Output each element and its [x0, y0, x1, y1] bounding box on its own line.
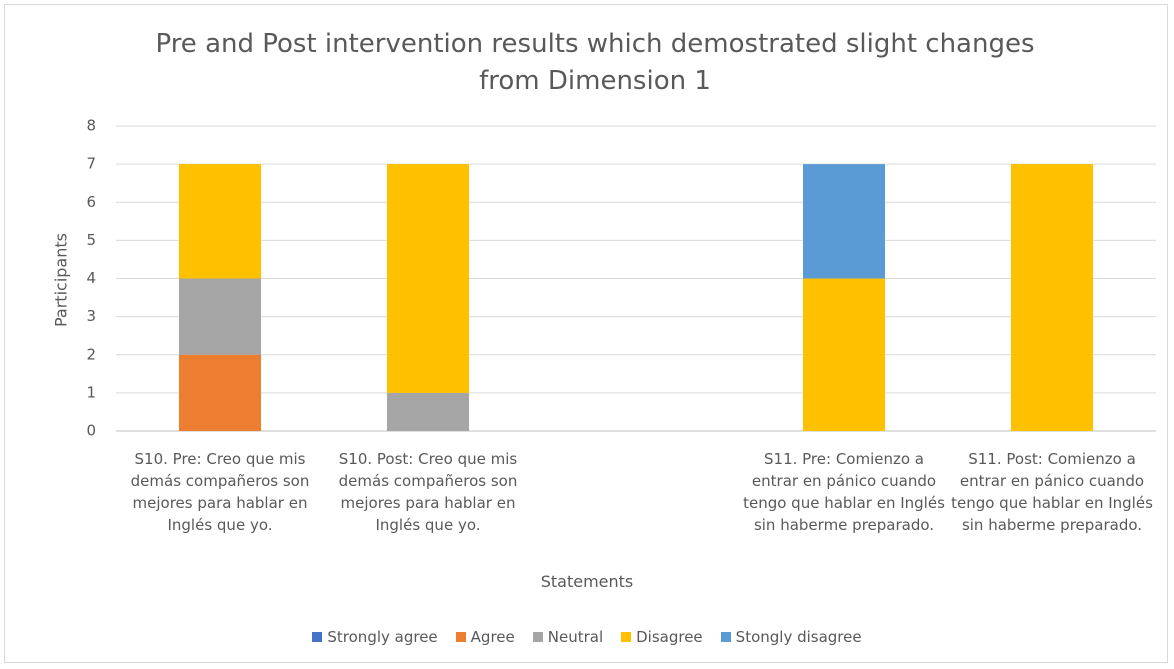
bar-segment: [803, 164, 885, 279]
y-tick-label: 8: [86, 117, 96, 135]
legend-item: Stongly disagree: [720, 628, 862, 646]
legend-label: Neutral: [547, 628, 604, 646]
y-tick-label: 5: [86, 231, 96, 249]
bar-segment: [179, 164, 261, 279]
x-tick-label: S10. Pre: Creo que mis demás compañeros …: [130, 450, 310, 534]
y-tick-label: 0: [86, 422, 96, 440]
legend-item: Neutral: [532, 628, 604, 646]
legend-swatch: [532, 632, 543, 642]
chart-title: Pre and Post intervention results which …: [155, 29, 1035, 96]
legend-label: Stongly disagree: [735, 628, 862, 646]
y-tick-label: 7: [86, 155, 96, 173]
bar-segment: [387, 392, 469, 431]
legend-label: Disagree: [636, 628, 703, 646]
bar-segment: [179, 278, 261, 355]
y-tick-label: 1: [86, 383, 96, 401]
legend-item: Agree: [455, 628, 515, 646]
x-tick-label: S10. Post: Creo que mis demás compañeros…: [338, 450, 518, 534]
legend-item: Strongly agree: [312, 628, 438, 646]
x-tick-label: S11. Pre: Comienzo a entrar en pánico cu…: [743, 450, 945, 534]
bar-segment: [387, 164, 469, 393]
legend-swatch: [621, 632, 632, 642]
y-axis-label: Participants: [52, 233, 71, 327]
bar-segment: [179, 354, 261, 431]
legend-label: Strongly agree: [327, 628, 438, 646]
legend: Strongly agree Agree Neutral Disagree Stongl…: [0, 628, 1174, 646]
legend-label: Agree: [470, 628, 515, 646]
x-axis-label: Statements: [540, 572, 634, 591]
legend-swatch: [455, 632, 466, 642]
legend-swatch: [312, 632, 323, 642]
bar-segment: [803, 278, 885, 431]
y-tick-label: 3: [86, 307, 96, 325]
bar-segment: [1011, 164, 1093, 431]
y-tick-label: 2: [86, 345, 96, 363]
y-tick-label: 4: [86, 269, 96, 287]
legend-item: Disagree: [621, 628, 703, 646]
y-tick-label: 6: [86, 193, 96, 211]
legend-swatch: [720, 632, 731, 642]
x-tick-label: S11. Post: Comienzo a entrar en pánico c…: [951, 450, 1153, 534]
chart-border: [4, 4, 1168, 663]
